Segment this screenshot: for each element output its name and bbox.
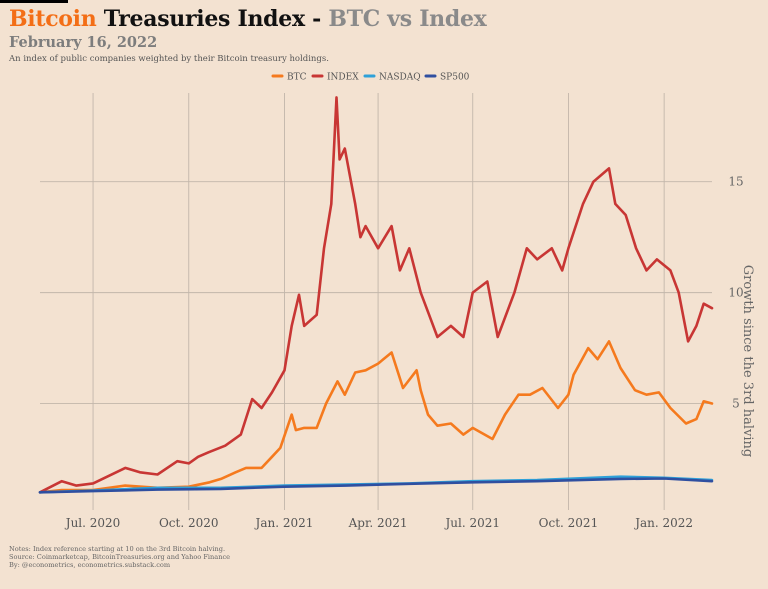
series-line-btc	[38, 340, 714, 494]
x-axis-tick-labels: Jul. 2020 Oct. 2020 Jan. 2021 Apr. 2021 Jul.…	[64, 516, 693, 530]
legend-label-index: INDEX	[327, 73, 359, 83]
chart-title: Bitcoin Treasuries Index - BTC vs Index	[9, 6, 487, 32]
x-tick-label: Jul. 2021	[443, 516, 500, 530]
legend: BTC INDEX NASDAQ SP500	[271, 73, 470, 83]
legend-label-btc: BTC	[287, 73, 307, 83]
x-tick-label: Oct. 2021	[539, 516, 599, 530]
series-line-index	[38, 96, 714, 494]
chart-date: February 16, 2022	[9, 34, 158, 51]
y-axis-label: Growth since the 3rd halving	[740, 265, 755, 457]
x-tick-label: Jan. 2021	[254, 516, 314, 530]
title-btc-vs-index: BTC vs Index	[328, 6, 487, 32]
x-tick-label: Jul. 2020	[64, 516, 121, 530]
y-tick-label: 10	[728, 286, 743, 300]
y-tick-label: 15	[728, 175, 743, 189]
chart-subtitle: An index of public companies weighted by…	[9, 54, 329, 64]
grid-lines	[40, 93, 712, 510]
chart-notes: Notes: Index reference starting at 10 on…	[9, 545, 230, 569]
series-line-sp500	[38, 477, 714, 494]
title-bitcoin: Bitcoin	[9, 6, 97, 32]
title-treasuries-index: Treasuries Index -	[96, 6, 329, 32]
legend-label-nasdaq: NASDAQ	[379, 73, 421, 83]
x-tick-label: Jan. 2022	[633, 516, 693, 530]
x-tick-label: Oct. 2020	[159, 516, 219, 530]
note-reference: Notes: Index reference starting at 10 on…	[9, 545, 226, 553]
series-lines	[38, 96, 714, 494]
legend-label-sp500: SP500	[440, 73, 470, 83]
y-tick-label: 5	[732, 397, 740, 411]
note-author: By: @econometrics, econometrics.substack…	[9, 561, 171, 569]
top-accent-bar	[0, 0, 68, 3]
x-tick-label: Apr. 2021	[348, 516, 408, 530]
y-axis-tick-labels: 5 10 15	[728, 175, 743, 411]
note-source: Source: Coinmarketcap, BitcoinTreasuries…	[9, 553, 231, 561]
